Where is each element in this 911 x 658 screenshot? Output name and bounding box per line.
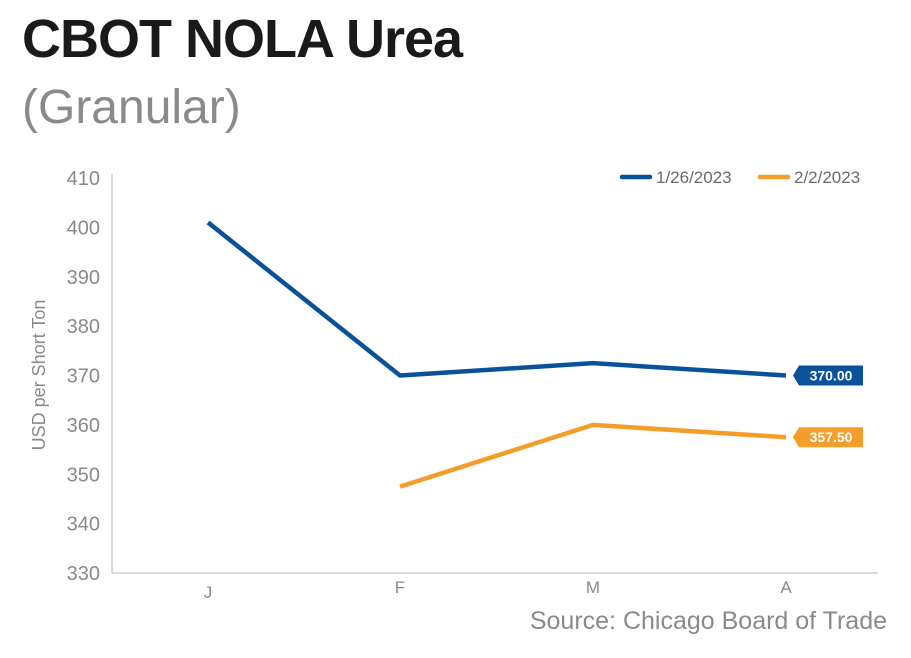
- legend-label: 2/2/2023: [794, 168, 860, 187]
- y-tick-label: 330: [67, 563, 100, 585]
- series-lines: [206, 220, 787, 489]
- chart-axes: [111, 174, 878, 574]
- legend: 1/26/2023 2/2/2023: [619, 168, 860, 187]
- source-note: Source: Chicago Board of Trade: [529, 607, 887, 635]
- y-tick-labels: 330 340 350 360 370 380 390 400 410: [67, 168, 100, 585]
- end-label-value: 357.50: [810, 429, 853, 445]
- y-tick-label: 400: [67, 217, 100, 239]
- series-line-1: [206, 220, 787, 378]
- legend-label: 1/26/2023: [656, 168, 732, 187]
- end-label-value: 370.00: [810, 368, 853, 384]
- end-label-1: 370.00: [793, 365, 863, 386]
- x-tick-label: A: [780, 578, 792, 597]
- y-tick-label: 390: [67, 267, 100, 289]
- y-axis-label: USD per Short Ton: [29, 300, 49, 451]
- y-tick-label: 350: [67, 464, 100, 486]
- y-tick-label: 370: [67, 366, 100, 388]
- end-value-labels: 370.00 357.50: [793, 365, 863, 448]
- y-tick-label: 340: [67, 514, 100, 536]
- x-tick-label: M: [586, 578, 600, 597]
- end-label-tag: [793, 365, 863, 386]
- chart-title: CBOT NOLA Urea: [22, 9, 463, 69]
- y-tick-label: 410: [67, 168, 100, 190]
- end-label-tag: [793, 427, 863, 448]
- series-line-2: [399, 422, 787, 489]
- end-label-2: 357.50: [793, 427, 863, 448]
- legend-item-1: 1/26/2023: [619, 168, 732, 187]
- y-tick-label: 380: [67, 316, 100, 338]
- x-tick-label: F: [395, 578, 405, 597]
- legend-item-2: 2/2/2023: [757, 168, 860, 187]
- chart-subtitle: (Granular): [22, 81, 241, 134]
- y-tick-label: 360: [67, 415, 100, 437]
- x-tick-label: J: [204, 583, 213, 602]
